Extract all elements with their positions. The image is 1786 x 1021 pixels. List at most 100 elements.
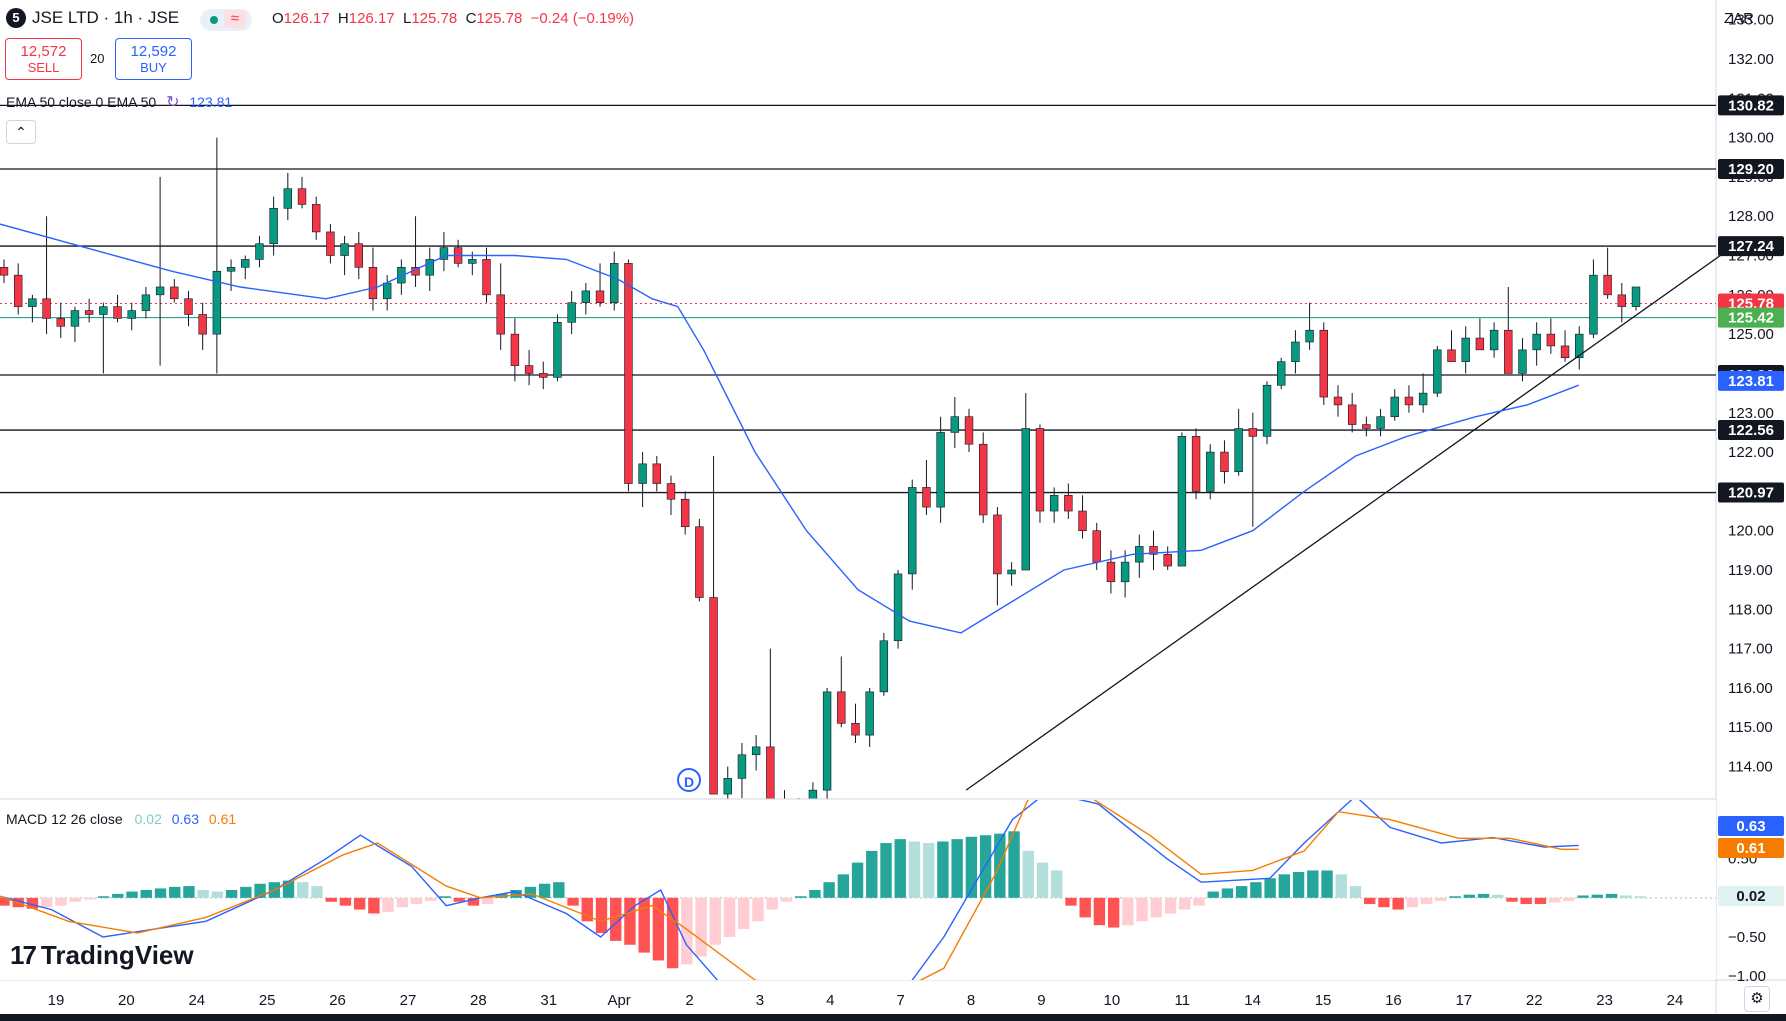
macd-histogram-bar bbox=[1492, 894, 1504, 898]
candle-body bbox=[1504, 329, 1513, 374]
tradingview-logo[interactable]: 17 TradingView bbox=[10, 940, 194, 971]
sell-button[interactable]: 12,572 SELL bbox=[5, 38, 82, 80]
candle-body bbox=[950, 416, 960, 433]
macd-histogram-bar bbox=[908, 841, 921, 898]
refresh-icon[interactable]: ↻ bbox=[166, 94, 180, 111]
time-tick-label: 11 bbox=[1174, 992, 1190, 1009]
candle-body bbox=[567, 302, 576, 323]
macd-histogram-bar bbox=[666, 897, 679, 969]
macd-histogram-bar bbox=[339, 897, 352, 906]
candle-body bbox=[340, 243, 349, 256]
ema-legend[interactable]: EMA 50 close 0 EMA 50 ↻ 123.81 bbox=[6, 92, 232, 112]
macd-histogram-bar bbox=[567, 897, 579, 906]
candle-body bbox=[1007, 569, 1016, 575]
macd-histogram-bar bbox=[1307, 870, 1319, 898]
time-tick-label: 4 bbox=[826, 992, 834, 1009]
time-tick-label: 15 bbox=[1315, 992, 1332, 1009]
candle-body bbox=[1177, 436, 1187, 567]
price-badge bbox=[1718, 159, 1784, 180]
candle-body bbox=[964, 416, 974, 445]
macd-histogram-bar bbox=[1577, 895, 1589, 898]
macd-legend[interactable]: MACD 12 26 close 0.02 0.63 0.61 bbox=[6, 811, 236, 827]
time-tick-label: 8 bbox=[967, 992, 975, 1009]
time-tick-label: 17 bbox=[1455, 992, 1472, 1009]
candle-body bbox=[1234, 428, 1243, 473]
candle-body bbox=[70, 310, 80, 327]
macd-histogram-bar bbox=[1620, 895, 1632, 898]
buy-button[interactable]: 12,592 BUY bbox=[115, 38, 192, 80]
candle-body bbox=[1433, 349, 1442, 394]
macd-histogram-bar bbox=[1335, 874, 1347, 898]
price-tick-label: 117.00 bbox=[1728, 641, 1773, 658]
price-tick-label: 123.00 bbox=[1728, 405, 1774, 422]
price-tick-label: 133.00 bbox=[1728, 12, 1774, 29]
candle-body bbox=[297, 188, 307, 205]
macd-histogram-bar bbox=[1349, 886, 1362, 898]
macd-histogram-bar bbox=[752, 897, 764, 922]
macd-histogram-bar bbox=[1022, 850, 1034, 898]
buy-label: BUY bbox=[140, 60, 167, 75]
candle-body bbox=[624, 263, 633, 484]
symbol-title[interactable]: JSE LTD · 1h · JSE bbox=[32, 8, 180, 27]
macd-histogram-bar bbox=[1563, 897, 1575, 901]
currency-selector[interactable]: ZAR bbox=[1724, 10, 1754, 27]
candle-body bbox=[439, 247, 449, 260]
macd-histogram-bar bbox=[695, 897, 707, 957]
time-tick-label: 10 bbox=[1104, 992, 1121, 1009]
macd-histogram-bar bbox=[368, 897, 380, 914]
candle-body bbox=[241, 259, 250, 268]
trendline bbox=[965, 239, 1743, 791]
macd-histogram-bar bbox=[581, 897, 593, 922]
market-status-pill[interactable]: ≈ bbox=[200, 9, 252, 31]
time-tick-label: 16 bbox=[1385, 992, 1402, 1009]
macd-histogram-bar bbox=[937, 841, 949, 898]
candle-body bbox=[1390, 396, 1399, 417]
candle-body bbox=[468, 259, 477, 264]
candle-body bbox=[1319, 329, 1328, 398]
time-tick-label: 20 bbox=[118, 992, 135, 1009]
macd-histogram-bar bbox=[837, 874, 850, 898]
price-tick-label: 132.00 bbox=[1728, 51, 1774, 68]
settings-gear-icon[interactable]: ⚙ bbox=[1744, 986, 1770, 1012]
candle-body bbox=[141, 294, 151, 311]
high-value: 126.17 bbox=[348, 10, 395, 27]
candle-body bbox=[978, 443, 988, 516]
macd-histogram-bar bbox=[738, 897, 750, 930]
candle-body bbox=[42, 298, 51, 319]
candle-body bbox=[397, 267, 406, 284]
macd-histogram-bar bbox=[794, 896, 807, 898]
candle-body bbox=[28, 298, 37, 307]
time-tick-label: 24 bbox=[1667, 992, 1684, 1009]
macd-histogram-bar bbox=[1136, 897, 1148, 922]
macd-histogram-bar bbox=[1278, 874, 1291, 898]
candle-body bbox=[1362, 424, 1371, 429]
macd-histogram-bar bbox=[69, 897, 81, 902]
price-badge bbox=[1718, 370, 1784, 391]
candle-body bbox=[326, 231, 335, 256]
candle-body bbox=[170, 286, 179, 300]
candle-body bbox=[1092, 530, 1101, 563]
price-tick-label: 128.00 bbox=[1728, 208, 1774, 225]
candle-body bbox=[1404, 396, 1414, 406]
macd-histogram-bar bbox=[396, 897, 409, 908]
price-tick-label: 122.00 bbox=[1728, 444, 1774, 461]
macd-histogram-bar bbox=[1321, 870, 1333, 898]
wave-icon: ≈ bbox=[224, 10, 246, 28]
collapse-legend-button[interactable]: ⌃ bbox=[6, 120, 36, 144]
close-value: 125.78 bbox=[476, 10, 523, 27]
dividend-event-marker[interactable]: D bbox=[677, 768, 701, 792]
macd-histogram-bar bbox=[140, 890, 152, 898]
macd-histogram-bar bbox=[1378, 897, 1390, 908]
candle-body bbox=[1518, 349, 1527, 374]
candle-body bbox=[84, 310, 94, 315]
price-tick-label: 116.00 bbox=[1728, 680, 1773, 697]
candle-body bbox=[1191, 436, 1201, 492]
time-tick-label: 7 bbox=[897, 992, 905, 1009]
symbol-logo-icon: 5 bbox=[6, 8, 26, 28]
candle-body bbox=[1163, 553, 1172, 567]
time-tick-label: 3 bbox=[756, 992, 764, 1009]
low-label: L bbox=[402, 10, 412, 27]
macd-histogram-bar bbox=[1107, 897, 1120, 928]
candle-body bbox=[1447, 349, 1456, 362]
